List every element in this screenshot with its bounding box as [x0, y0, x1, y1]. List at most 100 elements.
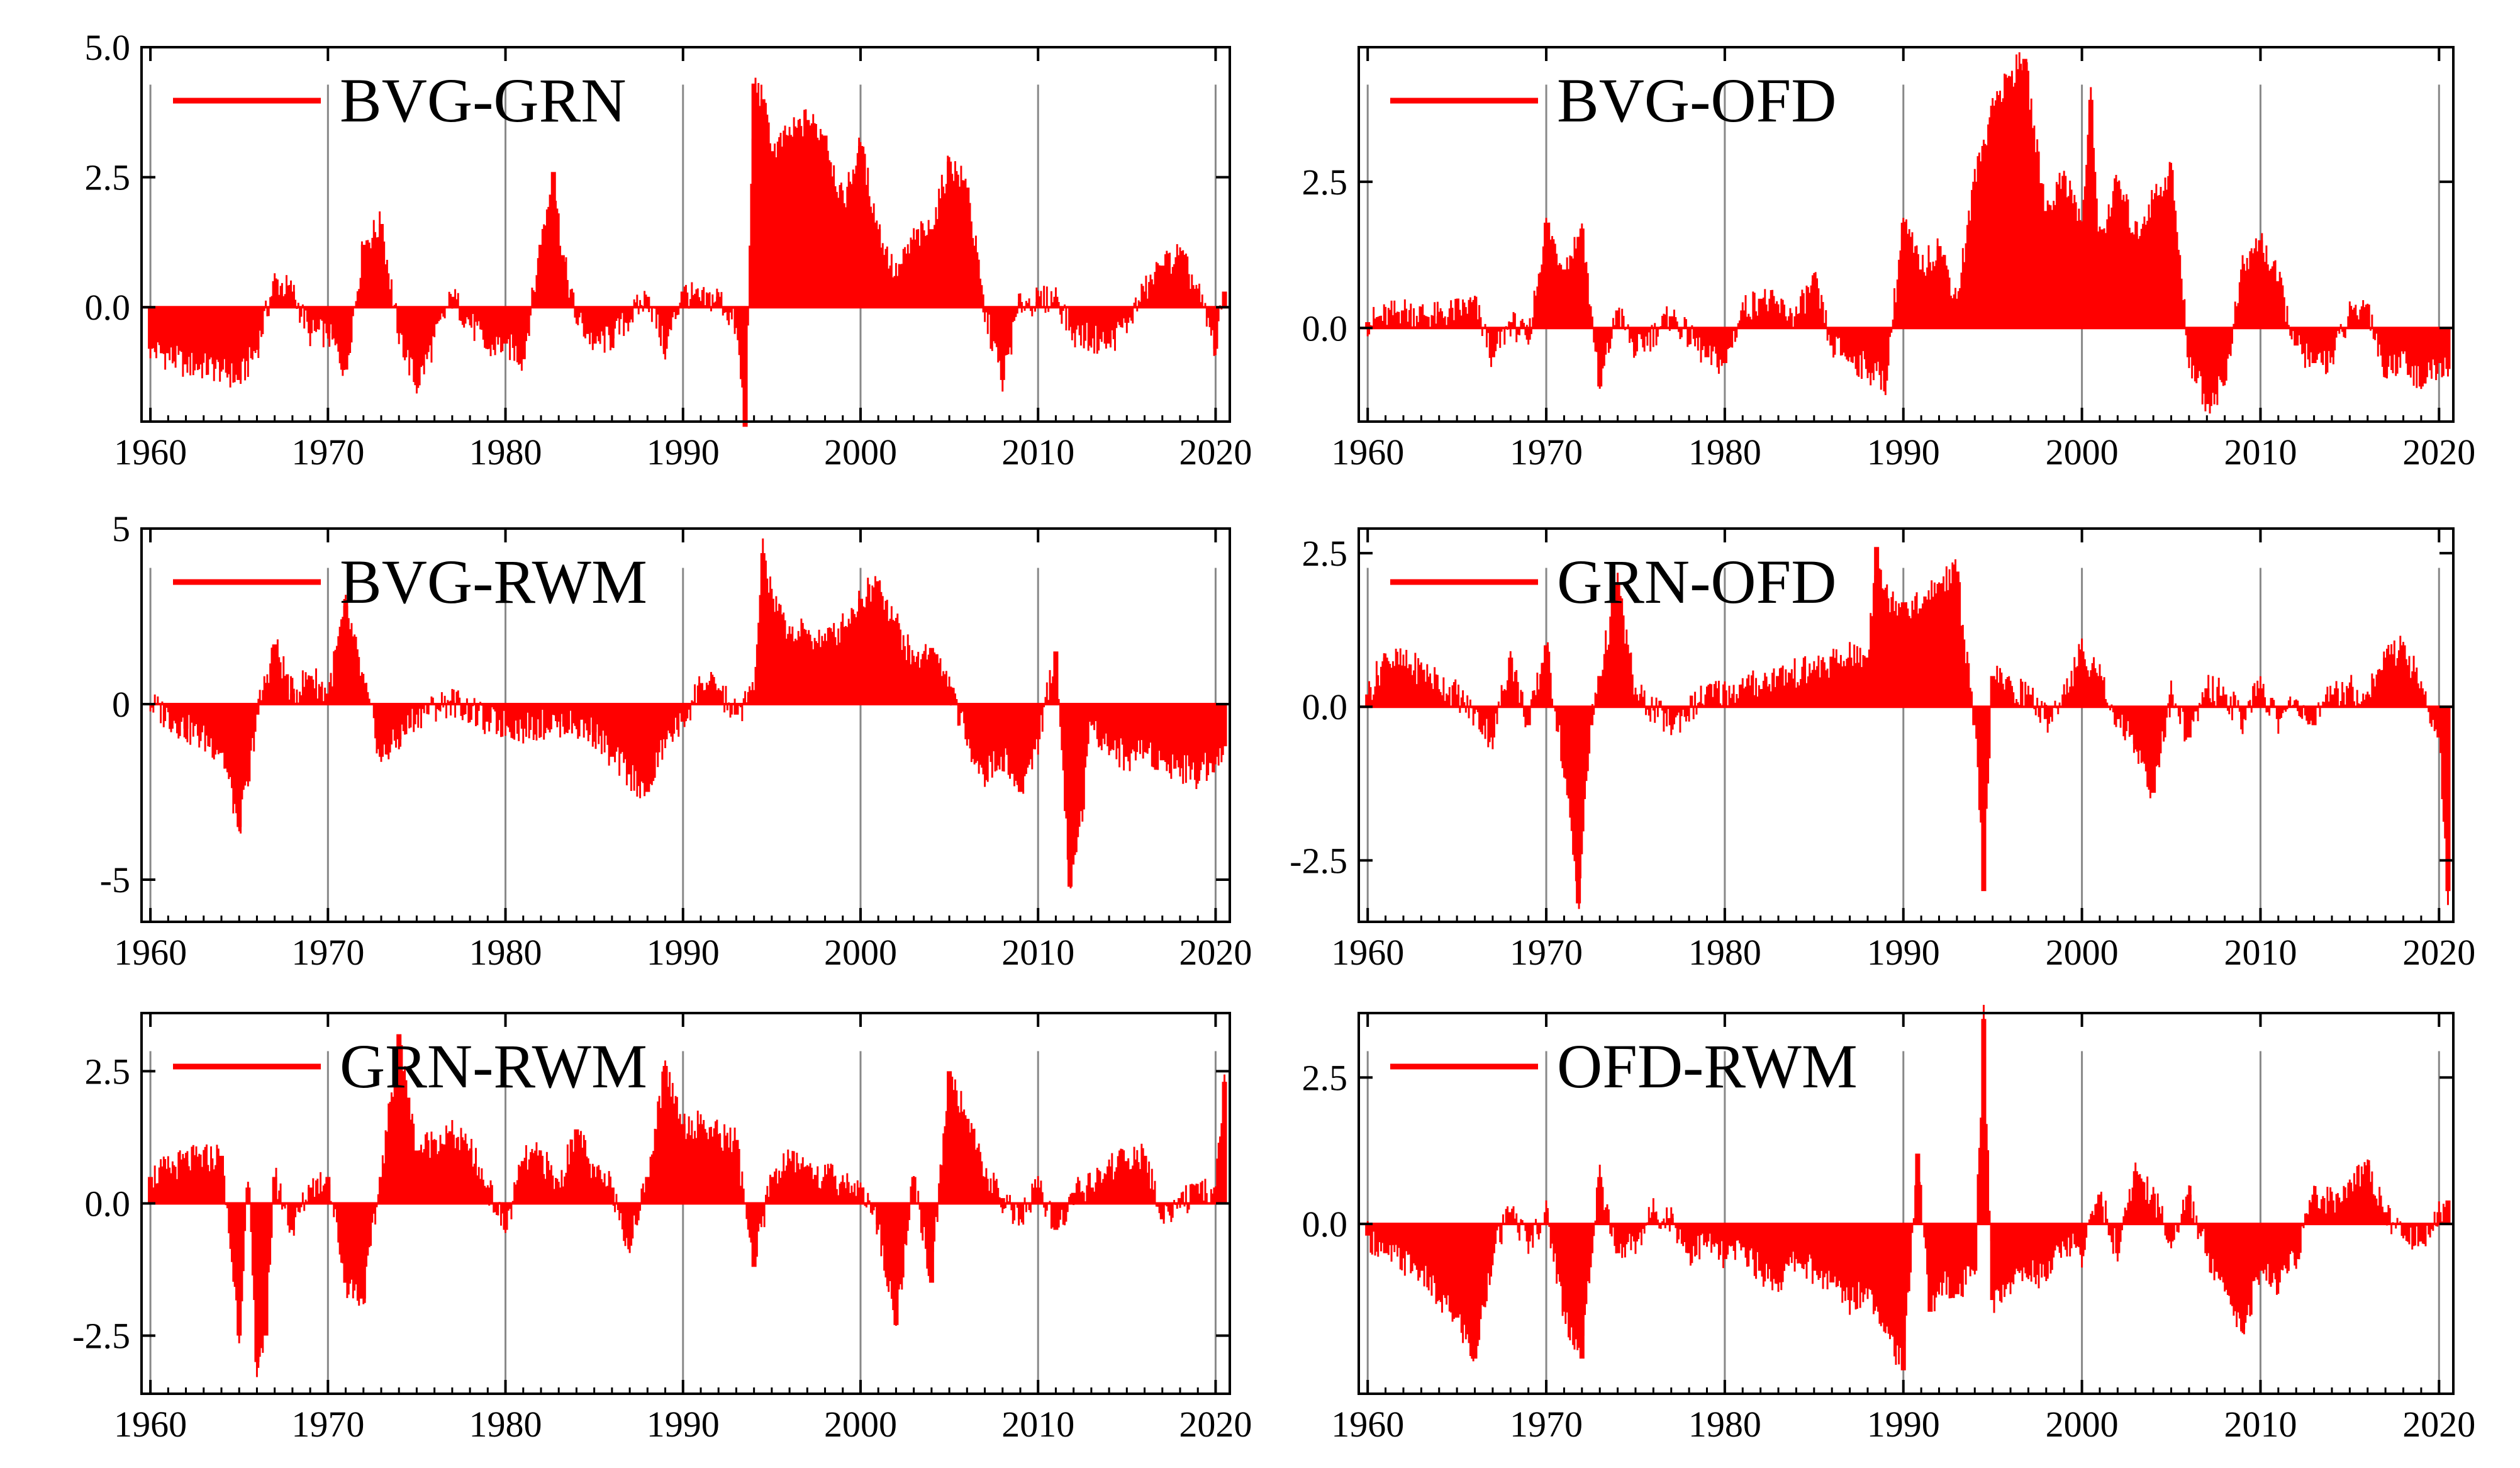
data-point-spike	[1142, 291, 1147, 308]
data-bar	[1786, 1224, 1788, 1265]
data-bar	[276, 639, 279, 705]
legend-label: BVG-OFD	[1557, 65, 1836, 135]
data-bar	[1130, 704, 1132, 754]
data-point-spike	[769, 598, 774, 705]
data-bar	[2104, 233, 2107, 328]
data-bar	[581, 307, 584, 323]
data-bar	[2066, 197, 2068, 328]
data-bar	[1713, 1224, 1715, 1247]
data-bar	[1466, 695, 1469, 707]
data-bar	[1607, 644, 1610, 707]
data-bar	[632, 1203, 634, 1239]
data-bar	[774, 143, 776, 308]
data-bar	[2339, 700, 2342, 707]
data-bar	[817, 642, 819, 705]
data-bar	[2390, 328, 2393, 371]
data-bar	[590, 704, 593, 718]
data-bar	[2161, 196, 2163, 328]
data-bar	[164, 1158, 167, 1204]
data-bar	[288, 1203, 291, 1233]
data-bar	[1800, 1224, 1802, 1264]
data-bar	[1862, 328, 1865, 351]
data-bar	[1997, 95, 2000, 328]
data-bar	[254, 704, 257, 732]
data-bar	[1098, 1170, 1100, 1204]
data-bar	[855, 617, 857, 705]
data-bar	[1785, 669, 1787, 707]
data-bar	[1676, 321, 1678, 328]
data-bar	[791, 626, 794, 705]
data-bar	[820, 1188, 822, 1204]
data-bar	[436, 307, 438, 324]
data-bar	[2233, 323, 2235, 328]
data-bar	[2149, 707, 2151, 798]
data-bar	[281, 1203, 283, 1210]
data-bar	[1052, 1203, 1054, 1228]
data-point-spike	[662, 307, 668, 349]
data-bar	[282, 656, 285, 705]
data-bar	[815, 1175, 817, 1204]
data-point-spike	[1419, 670, 1424, 707]
x-tick-label: 1960	[114, 432, 187, 473]
data-bar	[509, 307, 511, 361]
data-bar	[1012, 704, 1014, 774]
data-bar	[2433, 707, 2436, 731]
data-bar	[420, 307, 422, 367]
data-bar	[1907, 608, 1909, 707]
data-bar	[262, 690, 264, 705]
data-bar	[650, 307, 653, 322]
data-point-spike	[1597, 328, 1603, 387]
data-bar	[2067, 196, 2070, 328]
data-bar	[1496, 1224, 1498, 1231]
data-bar	[2194, 707, 2196, 712]
data-bar	[1870, 1224, 1872, 1291]
data-bar	[991, 1192, 993, 1204]
data-bar	[552, 1175, 554, 1204]
data-bar	[2109, 707, 2112, 710]
data-bar	[232, 1203, 235, 1282]
data-bar	[2387, 328, 2390, 367]
y-tick-label: 2.5	[1302, 533, 1348, 574]
data-bar	[390, 704, 393, 745]
data-bar	[330, 673, 332, 705]
data-bar	[494, 1203, 496, 1213]
data-bar	[1753, 293, 1756, 328]
data-bar	[1112, 307, 1115, 340]
data-bar	[1831, 656, 1833, 707]
data-bar	[1695, 328, 1698, 339]
data-bar	[1764, 289, 1766, 328]
data-bar	[584, 307, 587, 339]
data-bar	[322, 701, 325, 705]
data-bar	[342, 617, 344, 705]
data-point-spike	[609, 1187, 615, 1204]
data-point-spike	[1088, 307, 1094, 339]
data-bar	[935, 1203, 937, 1218]
data-bar	[1595, 1187, 1598, 1224]
data-bar	[750, 1203, 752, 1243]
data-bar	[2177, 1224, 2180, 1233]
data-bar	[279, 662, 282, 705]
data-bar	[198, 704, 201, 748]
data-bar	[606, 1185, 609, 1204]
data-bar	[728, 1147, 730, 1204]
data-bar	[2326, 328, 2329, 373]
data-bar	[936, 219, 939, 308]
data-bar	[482, 307, 484, 340]
data-bar	[2110, 207, 2113, 328]
data-bar	[2216, 328, 2219, 405]
data-bar	[1851, 328, 1854, 363]
data-bar	[1602, 670, 1604, 707]
data-bar	[621, 704, 623, 753]
data-bar	[1069, 1194, 1072, 1204]
data-bar	[402, 1071, 404, 1204]
data-bar	[1164, 254, 1166, 308]
data-bar	[176, 307, 178, 346]
data-bar	[1045, 286, 1048, 308]
data-bar	[906, 1203, 909, 1231]
data-bar	[1520, 690, 1522, 707]
data-bar	[401, 307, 403, 335]
data-bar	[1668, 328, 1671, 331]
data-point-spike	[396, 1034, 402, 1204]
data-point-spike	[2022, 59, 2027, 328]
data-bar	[354, 634, 356, 705]
